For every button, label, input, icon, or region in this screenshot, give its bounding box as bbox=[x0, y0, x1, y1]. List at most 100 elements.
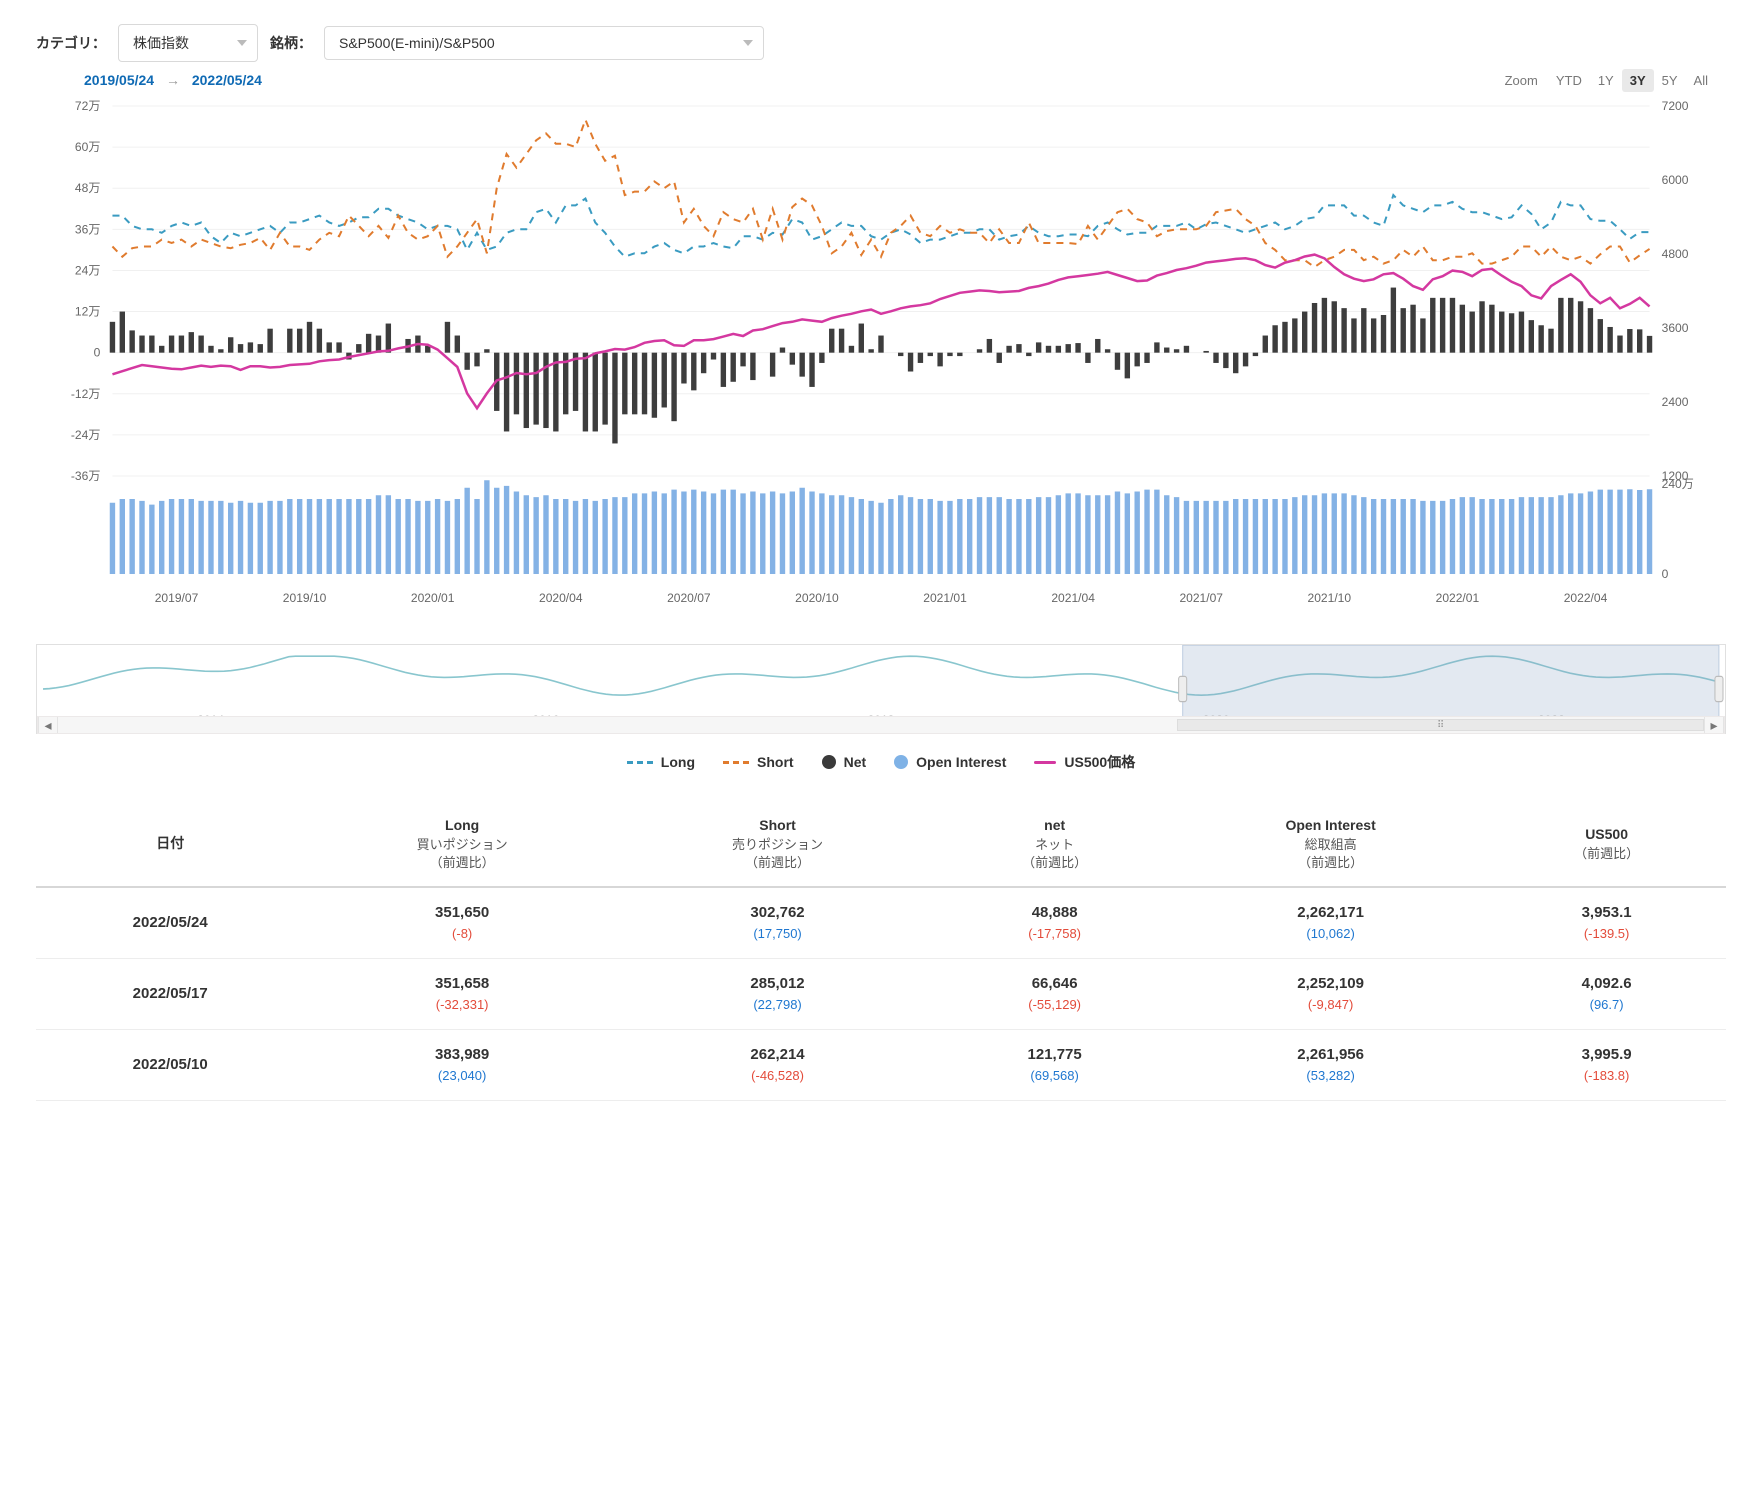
svg-text:4800: 4800 bbox=[1662, 247, 1689, 261]
date-to: 2022/05/24 bbox=[192, 72, 262, 88]
svg-text:-36万: -36万 bbox=[71, 469, 100, 483]
svg-text:0: 0 bbox=[1662, 567, 1669, 581]
cell-net: 121,775(69,568) bbox=[935, 1029, 1174, 1100]
legend-item[interactable]: US500価格 bbox=[1034, 752, 1135, 772]
svg-text:36万: 36万 bbox=[75, 222, 100, 236]
cell-net: 48,888(-17,758) bbox=[935, 887, 1174, 959]
svg-text:-12万: -12万 bbox=[71, 387, 100, 401]
cell-date: 2022/05/10 bbox=[36, 1029, 304, 1100]
svg-text:2020/01: 2020/01 bbox=[411, 591, 455, 605]
zoom-3y[interactable]: 3Y bbox=[1622, 69, 1654, 92]
svg-text:12万: 12万 bbox=[75, 305, 100, 319]
svg-text:2022/01: 2022/01 bbox=[1436, 591, 1480, 605]
zoom-all[interactable]: All bbox=[1686, 69, 1716, 92]
zoom-ytd[interactable]: YTD bbox=[1548, 69, 1590, 92]
svg-text:3600: 3600 bbox=[1662, 321, 1689, 335]
svg-text:2021/04: 2021/04 bbox=[1051, 591, 1095, 605]
cell-date: 2022/05/24 bbox=[36, 887, 304, 959]
svg-text:0: 0 bbox=[94, 346, 101, 360]
col-header: Long買いポジション（前週比） bbox=[304, 802, 619, 887]
cell-oi: 2,252,109(-9,847) bbox=[1174, 958, 1487, 1029]
data-table: 日付Long買いポジション（前週比）Short売りポジション（前週比）netネッ… bbox=[36, 802, 1726, 1101]
legend-label: US500価格 bbox=[1064, 752, 1135, 772]
legend-label: Open Interest bbox=[916, 754, 1006, 770]
range-row: 2019/05/24 → 2022/05/24 Zoom YTD1Y3Y5YAl… bbox=[36, 72, 1726, 88]
cell-date: 2022/05/17 bbox=[36, 958, 304, 1029]
col-header: Short売りポジション（前週比） bbox=[620, 802, 935, 887]
selector-row: カテゴリ： 株価指数 銘柄： S&P500(E-mini)/S&P500 bbox=[36, 24, 1726, 62]
svg-text:2019/10: 2019/10 bbox=[283, 591, 327, 605]
cell-oi: 2,261,956(53,282) bbox=[1174, 1029, 1487, 1100]
legend-swatch bbox=[627, 761, 653, 764]
legend-swatch bbox=[894, 755, 908, 769]
scroll-track[interactable]: ⠿ bbox=[58, 717, 1704, 733]
cell-long: 351,650(-8) bbox=[304, 887, 619, 959]
col-header: 日付 bbox=[36, 802, 304, 887]
category-value: 株価指数 bbox=[133, 35, 189, 51]
legend-item[interactable]: Open Interest bbox=[894, 754, 1006, 770]
cell-px: 3,953.1(-139.5) bbox=[1487, 887, 1726, 959]
legend: Long Short Net Open Interest US500価格 bbox=[36, 752, 1726, 772]
navigator[interactable]: 20142016201820202022 ◂ ⠿ ▸ bbox=[36, 644, 1726, 734]
svg-text:2020/07: 2020/07 bbox=[667, 591, 711, 605]
scroll-left-icon[interactable]: ◂ bbox=[38, 717, 58, 733]
col-header: Open Interest総取組高（前週比） bbox=[1174, 802, 1487, 887]
cell-px: 3,995.9(-183.8) bbox=[1487, 1029, 1726, 1100]
table-row: 2022/05/17351,658(-32,331)285,012(22,798… bbox=[36, 958, 1726, 1029]
symbol-select[interactable]: S&P500(E-mini)/S&P500 bbox=[324, 26, 764, 60]
table-row: 2022/05/24351,650(-8)302,762(17,750)48,8… bbox=[36, 887, 1726, 959]
symbol-value: S&P500(E-mini)/S&P500 bbox=[339, 35, 495, 51]
col-header: US500（前週比） bbox=[1487, 802, 1726, 887]
zoom-5y[interactable]: 5Y bbox=[1654, 69, 1686, 92]
symbol-label: 銘柄： bbox=[270, 33, 312, 53]
chevron-down-icon bbox=[743, 40, 753, 46]
scroll-right-icon[interactable]: ▸ bbox=[1704, 717, 1724, 733]
arrow-icon: → bbox=[166, 72, 180, 88]
svg-text:2020/04: 2020/04 bbox=[539, 591, 583, 605]
col-header: netネット（前週比） bbox=[935, 802, 1174, 887]
cell-net: 66,646(-55,129) bbox=[935, 958, 1174, 1029]
svg-text:2021/07: 2021/07 bbox=[1179, 591, 1223, 605]
legend-label: Net bbox=[844, 754, 867, 770]
cell-px: 4,092.6(96.7) bbox=[1487, 958, 1726, 1029]
svg-text:6000: 6000 bbox=[1662, 173, 1689, 187]
legend-item[interactable]: Net bbox=[822, 754, 867, 770]
zoom-controls: Zoom YTD1Y3Y5YAll bbox=[1505, 73, 1716, 88]
legend-item[interactable]: Short bbox=[723, 754, 794, 770]
chevron-down-icon bbox=[237, 40, 247, 46]
scroll-thumb[interactable]: ⠿ bbox=[1177, 719, 1704, 731]
svg-text:2019/07: 2019/07 bbox=[155, 591, 199, 605]
table-row: 2022/05/10383,989(23,040)262,214(-46,528… bbox=[36, 1029, 1726, 1100]
svg-text:2400: 2400 bbox=[1662, 395, 1689, 409]
legend-label: Short bbox=[757, 754, 794, 770]
svg-text:60万: 60万 bbox=[75, 140, 100, 154]
category-label: カテゴリ： bbox=[36, 33, 106, 53]
date-from: 2019/05/24 bbox=[84, 72, 154, 88]
svg-text:2022/04: 2022/04 bbox=[1564, 591, 1608, 605]
cell-short: 262,214(-46,528) bbox=[620, 1029, 935, 1100]
cell-short: 285,012(22,798) bbox=[620, 958, 935, 1029]
zoom-label: Zoom bbox=[1505, 73, 1538, 88]
date-range[interactable]: 2019/05/24 → 2022/05/24 bbox=[84, 72, 262, 88]
legend-swatch bbox=[822, 755, 836, 769]
navigator-scrollbar[interactable]: ◂ ⠿ ▸ bbox=[37, 716, 1725, 734]
svg-text:24万: 24万 bbox=[75, 263, 100, 277]
svg-text:-24万: -24万 bbox=[71, 428, 100, 442]
cell-short: 302,762(17,750) bbox=[620, 887, 935, 959]
svg-text:72万: 72万 bbox=[75, 99, 100, 113]
zoom-1y[interactable]: 1Y bbox=[1590, 69, 1622, 92]
legend-swatch bbox=[1034, 761, 1056, 764]
cell-long: 383,989(23,040) bbox=[304, 1029, 619, 1100]
svg-text:2021/01: 2021/01 bbox=[923, 591, 967, 605]
svg-text:7200: 7200 bbox=[1662, 99, 1689, 113]
cell-oi: 2,262,171(10,062) bbox=[1174, 887, 1487, 959]
cell-long: 351,658(-32,331) bbox=[304, 958, 619, 1029]
legend-label: Long bbox=[661, 754, 695, 770]
svg-text:48万: 48万 bbox=[75, 181, 100, 195]
svg-text:240万: 240万 bbox=[1662, 477, 1694, 491]
svg-text:2021/10: 2021/10 bbox=[1308, 591, 1352, 605]
main-chart[interactable]: -36万-24万-12万012万24万36万48万60万72万120024003… bbox=[36, 96, 1726, 636]
svg-text:2020/10: 2020/10 bbox=[795, 591, 839, 605]
legend-item[interactable]: Long bbox=[627, 754, 695, 770]
category-select[interactable]: 株価指数 bbox=[118, 24, 258, 62]
